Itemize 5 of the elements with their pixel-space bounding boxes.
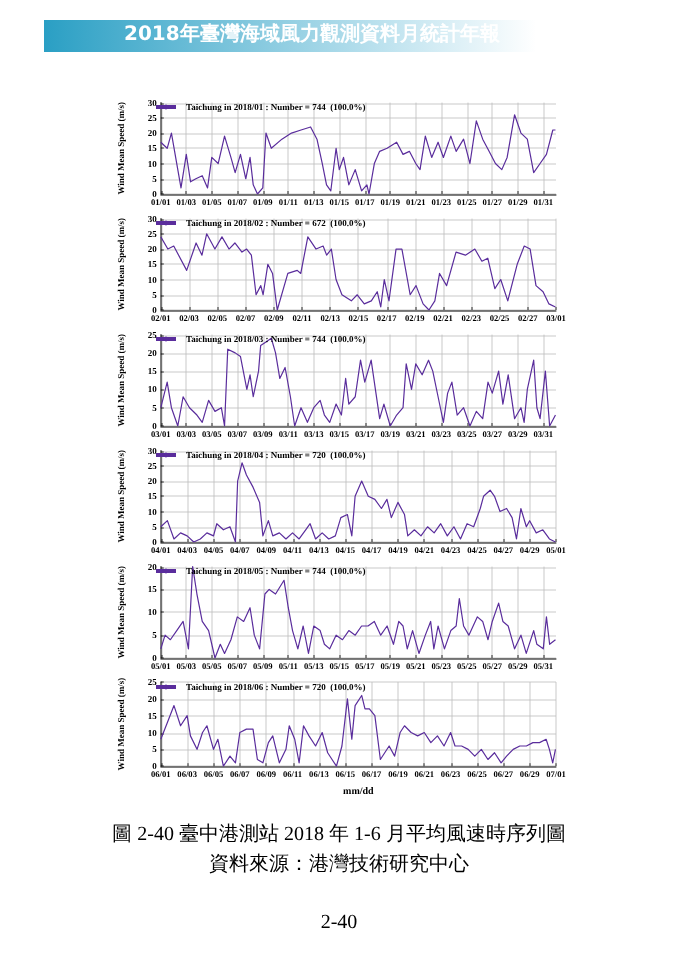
caption: 圖 2-40 臺中港測站 2018 年 1-6 月平均風速時序列圖 bbox=[110, 821, 568, 850]
text: 2-40 bbox=[318, 910, 360, 938]
line-series bbox=[160, 565, 557, 659]
line-series bbox=[160, 337, 557, 427]
source-note: 資料來源：港灣技術研究中心 bbox=[207, 851, 471, 880]
